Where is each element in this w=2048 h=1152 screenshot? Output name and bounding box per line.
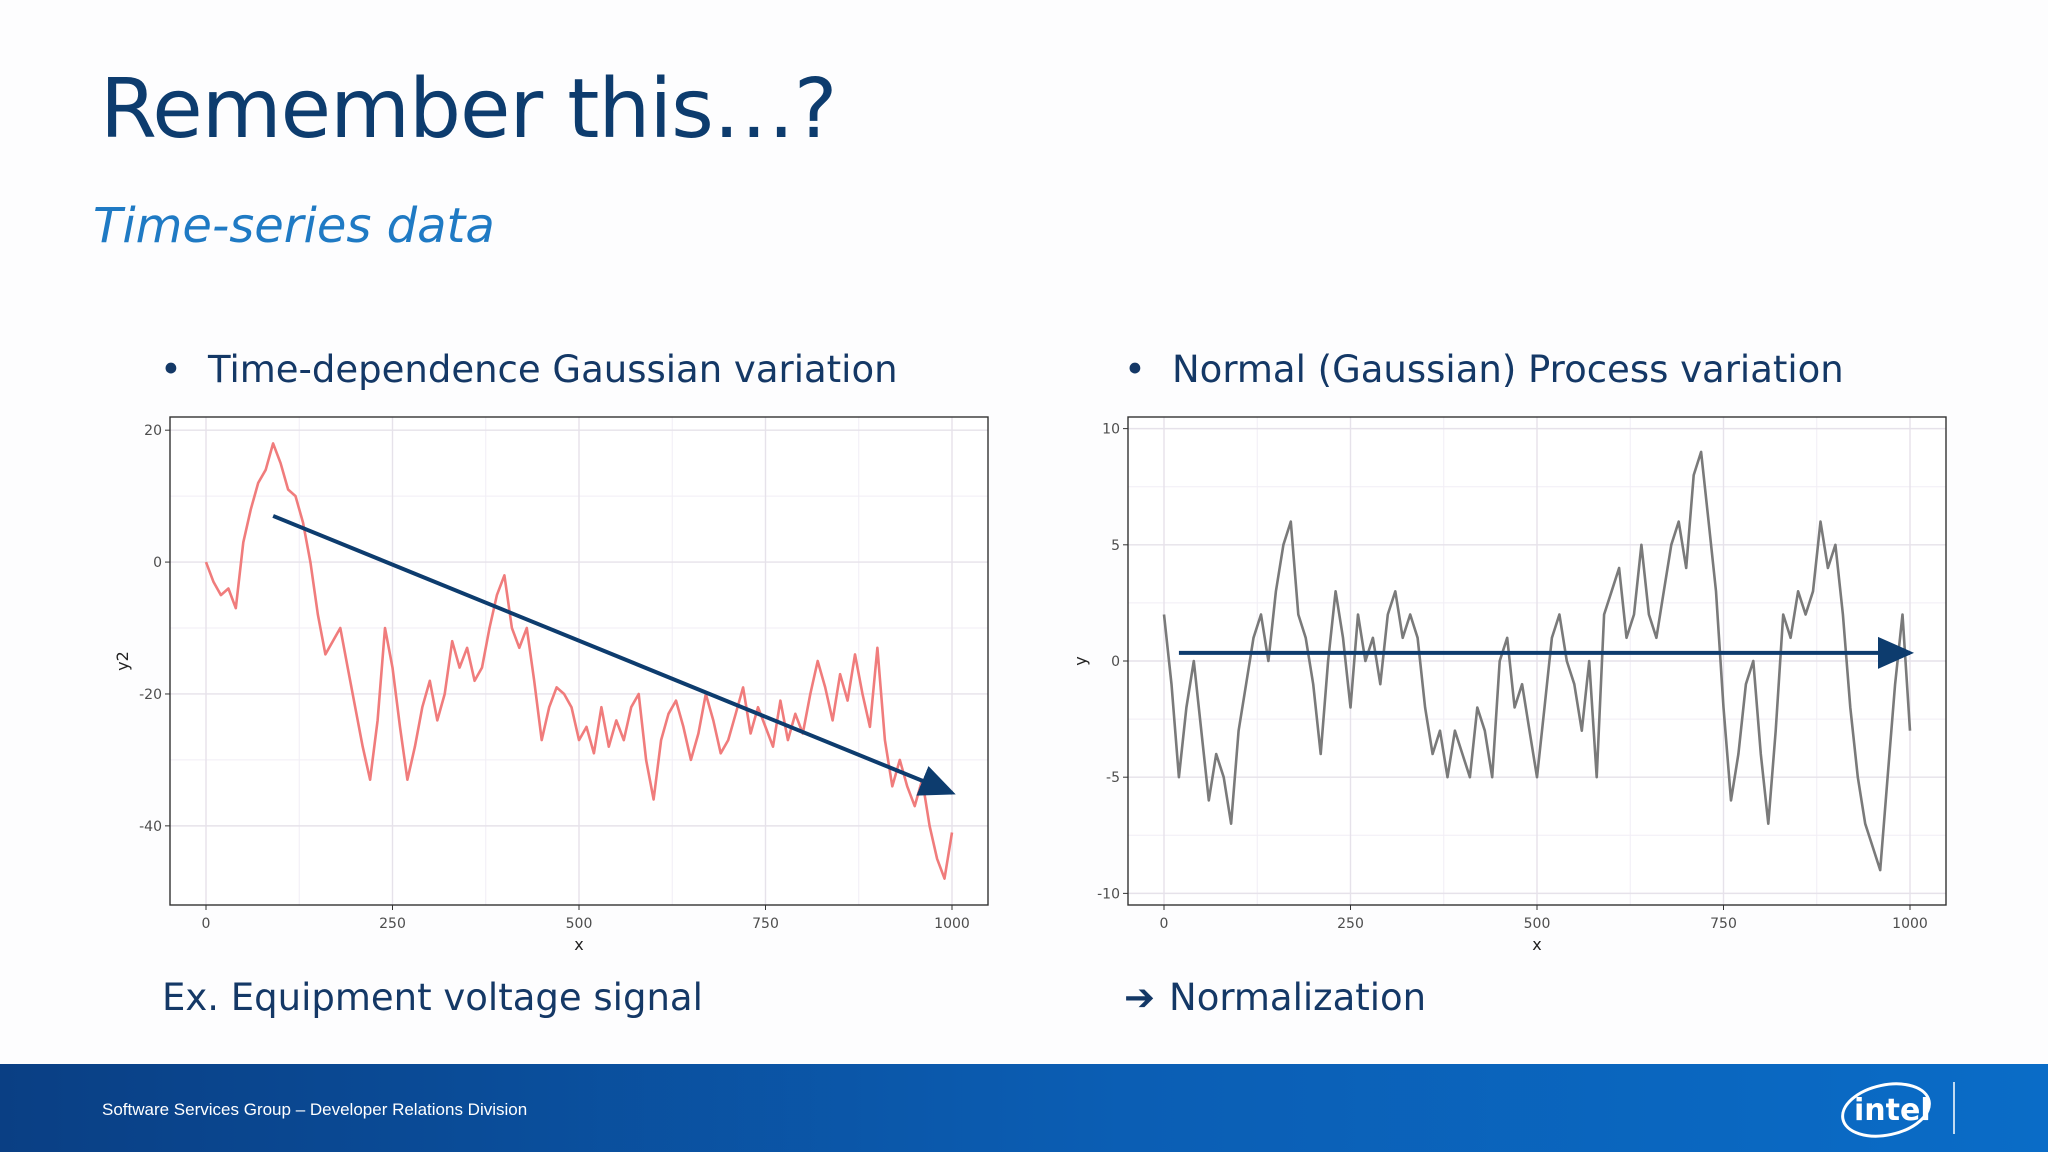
footer-bar: Software Services Group – Developer Rela…	[0, 1064, 2048, 1152]
y-tick-label: 0	[1111, 654, 1120, 670]
left-bullet-text: Time-dependence Gaussian variation	[208, 348, 898, 391]
right-bullet-text: Normal (Gaussian) Process variation	[1172, 348, 1844, 391]
right-caption-row: ➔ Normalization	[1124, 976, 1426, 1019]
x-axis-title: x	[1532, 935, 1541, 954]
plot-border	[1127, 416, 1947, 906]
x-tick-label: 250	[379, 916, 406, 932]
x-tick-label: 750	[752, 916, 779, 932]
right-bullet-item: • Normal (Gaussian) Process variation	[1124, 348, 1844, 391]
right-time-series-chart: 0 250 500 750 1000 -10 -5 0 5 10 x y	[1071, 416, 1947, 954]
y-axis-title: y	[1071, 656, 1090, 665]
trend-arrow	[272, 514, 956, 796]
x-tick-label: 250	[1337, 916, 1364, 932]
x-tick-label: 0	[202, 916, 211, 932]
y-tick-label: 10	[1102, 422, 1120, 438]
series-line	[204, 442, 954, 880]
slide-subtitle: Time-series data	[93, 198, 495, 254]
y-tick-label: -40	[139, 819, 162, 835]
plot-border	[169, 416, 989, 906]
bullet-dot: •	[1124, 348, 1146, 391]
right-caption: Normalization	[1169, 976, 1427, 1019]
series-line	[1162, 450, 1912, 872]
x-axis-title: x	[574, 935, 583, 954]
y-axis-title: y2	[113, 651, 132, 671]
y-tick-label: -10	[1097, 886, 1120, 902]
x-tick-label: 750	[1710, 916, 1737, 932]
y-tick-label: -5	[1106, 770, 1120, 786]
y-tick-label: 0	[153, 555, 162, 571]
x-tick-label: 0	[1160, 916, 1169, 932]
x-tick-label: 500	[566, 916, 593, 932]
left-bullet-item: • Time-dependence Gaussian variation	[160, 348, 898, 391]
y-tick-label: -20	[139, 687, 162, 703]
left-caption: Ex. Equipment voltage signal	[162, 976, 703, 1019]
intel-logo: intel	[1841, 1082, 1931, 1138]
right-arrow-icon: ➔	[1124, 976, 1156, 1019]
slide-title: Remember this…?	[100, 62, 837, 157]
y-tick-label: 20	[144, 423, 162, 439]
left-time-series-chart: 0 250 500 750 1000 -40 -20 0 20 x y2	[113, 416, 989, 954]
footer-text: Software Services Group – Developer Rela…	[102, 1100, 528, 1119]
x-tick-label: 1000	[934, 916, 970, 932]
bullet-dot: •	[160, 348, 182, 391]
intel-logo-text: intel	[1854, 1093, 1931, 1128]
y-tick-label: 5	[1111, 538, 1120, 554]
logo-divider	[1953, 1082, 1955, 1134]
x-tick-label: 1000	[1892, 916, 1928, 932]
x-tick-label: 500	[1524, 916, 1551, 932]
